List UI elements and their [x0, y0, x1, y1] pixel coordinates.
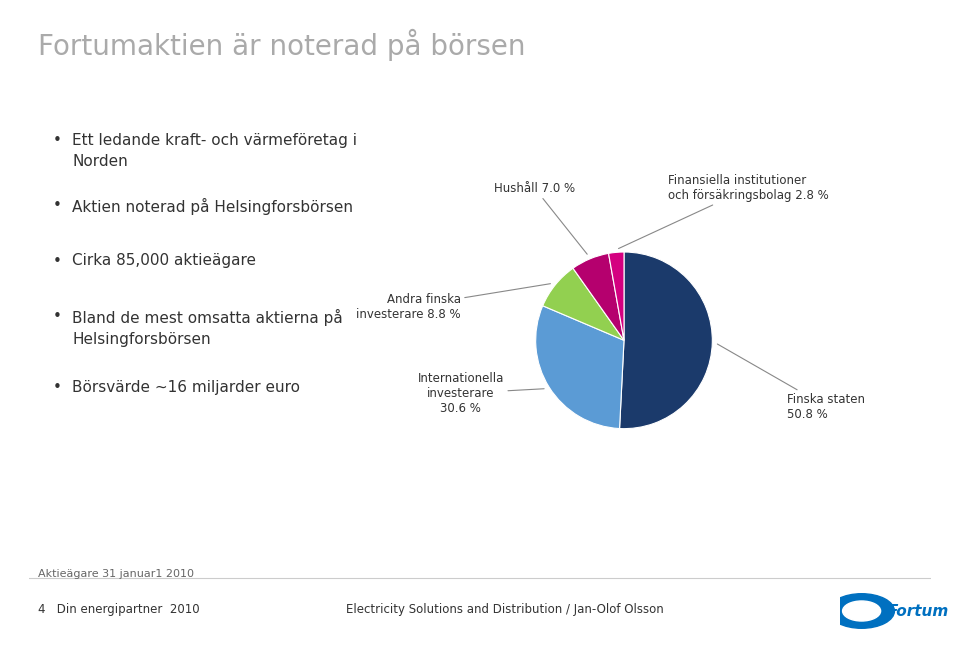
Text: •: •	[53, 133, 61, 148]
Wedge shape	[536, 306, 624, 428]
Text: •: •	[53, 380, 61, 395]
Text: Börsvärde ~16 miljarder euro: Börsvärde ~16 miljarder euro	[72, 380, 300, 395]
Wedge shape	[542, 268, 624, 341]
Text: •: •	[53, 254, 61, 268]
Text: 4   Din energipartner  2010: 4 Din energipartner 2010	[38, 603, 200, 616]
Text: Cirka 85,000 aktieägare: Cirka 85,000 aktieägare	[72, 254, 256, 268]
Text: Internationella
investerare
30.6 %: Internationella investerare 30.6 %	[418, 372, 544, 415]
Wedge shape	[619, 252, 712, 428]
Text: Bland de mest omsatta aktierna på
Helsingforsbörsen: Bland de mest omsatta aktierna på Helsin…	[72, 309, 343, 346]
Text: Andra finska
investerare 8.8 %: Andra finska investerare 8.8 %	[356, 283, 550, 320]
Text: Fortumaktien är noterad på börsen: Fortumaktien är noterad på börsen	[38, 29, 526, 61]
Text: •: •	[53, 198, 61, 213]
Text: Fortum: Fortum	[887, 604, 948, 619]
Text: Aktieägare 31 januar1 2010: Aktieägare 31 januar1 2010	[38, 569, 194, 578]
Wedge shape	[573, 254, 624, 341]
Circle shape	[828, 593, 895, 629]
Text: Ett ledande kraft- och värmeföretag i
Norden: Ett ledande kraft- och värmeföretag i No…	[72, 133, 357, 169]
Text: Finansiella institutioner
och försäkringsbolag 2.8 %: Finansiella institutioner och försäkring…	[618, 174, 828, 248]
Text: Hushåll 7.0 %: Hushåll 7.0 %	[494, 182, 588, 254]
Text: •: •	[53, 309, 61, 324]
Wedge shape	[609, 252, 624, 341]
Text: Finska staten
50.8 %: Finska staten 50.8 %	[717, 344, 865, 421]
Text: Electricity Solutions and Distribution / Jan-Olof Olsson: Electricity Solutions and Distribution /…	[346, 603, 663, 616]
Circle shape	[843, 601, 880, 621]
Text: Aktien noterad på Helsingforsbörsen: Aktien noterad på Helsingforsbörsen	[72, 198, 353, 215]
